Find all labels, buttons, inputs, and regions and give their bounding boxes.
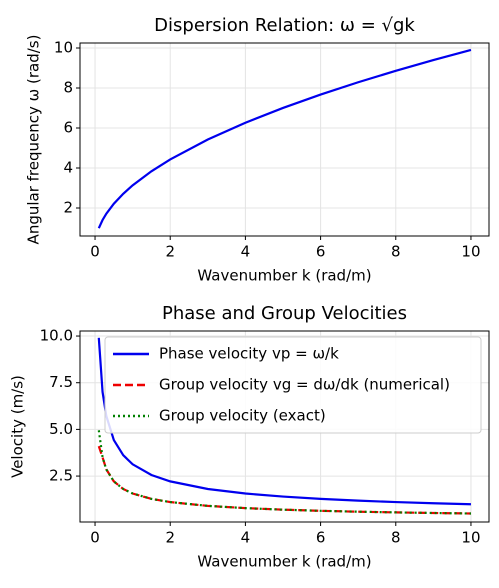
y-tick-label: 7.5 [49,373,73,391]
series-line [97,48,472,229]
legend-label: Group velocity (exact) [159,407,326,425]
plot-frame [79,330,490,523]
y-tick-label: 8 [63,79,73,97]
x-axis-label: Wavenumber k (rad/m) [197,553,371,571]
x-tick-label: 6 [316,529,326,547]
legend-label: Phase velocity vp = ω/k [159,345,339,363]
legend-box [104,336,482,434]
y-tick-label: 10.0 [40,327,73,345]
y-axis-label: Velocity (m/s) [9,375,27,478]
series-line [97,445,471,515]
y-tick-label: 6 [63,119,73,137]
x-tick-label: 10 [461,243,480,261]
chart-title: Dispersion Relation: ω = √gk [154,15,415,36]
y-tick-label: 5.0 [49,420,73,438]
series-line [97,430,471,515]
x-tick-label: 8 [391,529,401,547]
legend-label: Group velocity vg = dω/dk (numerical) [159,376,450,394]
x-tick-label: 4 [241,529,251,547]
plot-frame [79,42,490,237]
y-axis-label: Angular frequency ω (rad/s) [25,35,43,245]
chart-title: Phase and Group Velocities [162,303,407,324]
y-tick-label: 4 [63,159,73,177]
x-tick-label: 2 [165,529,175,547]
x-tick-label: 8 [391,243,401,261]
x-tick-label: 0 [90,243,100,261]
x-tick-label: 10 [461,529,480,547]
x-tick-label: 4 [241,243,251,261]
x-axis-label: Wavenumber k (rad/m) [197,267,371,285]
legend: Phase velocity vp = ω/k Group velocity vg… [104,336,482,434]
y-tick-label: 2 [63,199,73,217]
y-tick-label: 10 [54,39,73,57]
x-tick-label: 6 [316,243,326,261]
x-tick-label: 2 [165,243,175,261]
y-tick-label: 2.5 [49,467,73,485]
x-tick-label: 0 [90,529,100,547]
